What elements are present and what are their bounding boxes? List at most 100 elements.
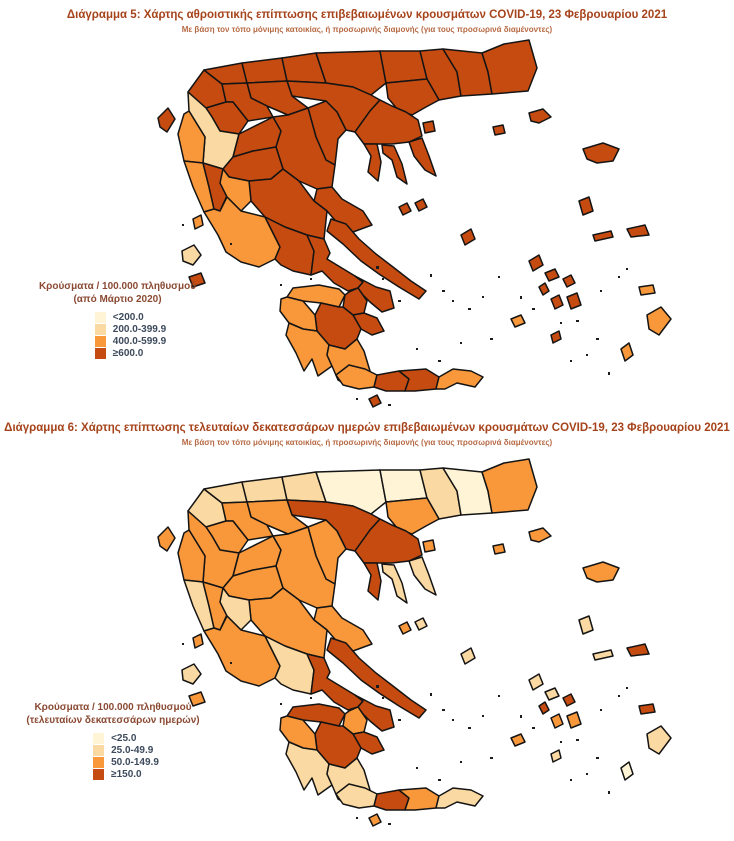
legend-swatch — [94, 324, 106, 335]
region-zakynthos — [188, 691, 206, 707]
region-tinos — [544, 268, 560, 282]
legend-label: 400.0-599.9 — [112, 336, 167, 347]
region-samothrace — [492, 124, 506, 136]
region-sithonia — [381, 144, 408, 185]
region-samos — [626, 643, 650, 657]
legend-item: 50.0-149.9 — [93, 757, 159, 768]
region-lefkada — [192, 633, 204, 649]
region-sporades_a — [398, 621, 412, 635]
region-kefalonia — [181, 663, 202, 685]
region-thasos — [422, 539, 436, 553]
region-athos — [408, 137, 437, 177]
region-chios — [578, 196, 594, 216]
region-heraklion — [398, 787, 440, 811]
region-santorini — [550, 749, 562, 763]
region-chios — [578, 615, 594, 635]
region-karpathos — [620, 342, 634, 362]
legend-item: <25.0 — [93, 733, 159, 744]
region-skyros — [460, 228, 476, 246]
legend-swatch — [93, 733, 105, 744]
legend-title: Κρούσματα / 100.000 πληθυσμού (τελευταίω… — [8, 701, 218, 727]
region-milos — [510, 314, 526, 328]
legend-swatch — [94, 336, 106, 347]
region-samos — [626, 224, 650, 238]
legend-item: 400.0-599.9 — [94, 336, 167, 347]
region-kos — [638, 703, 656, 715]
legend-title-line1: Κρούσματα / 100.000 πληθυσμού — [38, 281, 197, 292]
region-limnos — [528, 108, 552, 124]
region-sporades_a — [398, 202, 412, 216]
region-euboea — [326, 218, 427, 300]
region-milos — [510, 733, 526, 747]
region-attica — [354, 694, 395, 732]
region-naxos — [566, 292, 582, 310]
figure-title: Διάγραμμα 6: Χάρτης επίπτωσης τελευταίων… — [4, 422, 730, 434]
region-phthiotis — [248, 587, 328, 659]
region-evrytania — [219, 587, 252, 631]
region-evrytania — [219, 168, 252, 212]
region-athos — [408, 556, 437, 596]
legend-swatch — [93, 745, 105, 756]
region-skyros — [460, 647, 476, 665]
region-evros — [481, 458, 538, 514]
legend-title-line2: (από Μάρτιο 2020) — [73, 294, 162, 305]
region-thasos — [422, 120, 436, 134]
region-attica — [354, 275, 395, 313]
region-mykonos — [562, 274, 576, 288]
region-andros — [528, 673, 544, 691]
region-santorini — [550, 330, 562, 344]
region-kassandra — [363, 562, 382, 601]
region-mykonos — [562, 693, 576, 707]
region-rhodes — [646, 725, 672, 755]
region-karpathos — [620, 761, 634, 781]
figure-subtitle: Με βάση τον τόπο μόνιμης κατοικίας, ή πρ… — [181, 438, 553, 447]
legend-swatch — [94, 312, 106, 323]
region-phocis — [264, 635, 315, 695]
region-evros — [481, 39, 538, 95]
region-corfu — [157, 107, 176, 133]
legend-swatch — [93, 757, 105, 768]
greece-map-14day — [157, 458, 672, 827]
legend-item: <200.0 — [94, 312, 166, 323]
legend-item: 25.0-49.9 — [93, 745, 159, 756]
region-phthiotis — [248, 168, 328, 240]
region-lesbos — [582, 561, 620, 583]
region-rhodes — [646, 306, 672, 336]
region-sithonia — [381, 563, 408, 604]
legend-label: 25.0-49.9 — [111, 745, 154, 756]
legend-item: 200.0-399.9 — [94, 324, 166, 335]
region-paros — [550, 713, 564, 729]
figure-subtitle: Με βάση τον τόπο μόνιμης κατοικίας, ή πρ… — [181, 25, 553, 34]
region-drama — [379, 469, 428, 503]
region-kythira — [368, 394, 382, 408]
legend-item: ≥150.0 — [93, 769, 159, 780]
legend-label: <25.0 — [111, 733, 137, 744]
region-sporades_b — [414, 198, 428, 212]
region-limnos — [528, 527, 552, 543]
region-corfu — [157, 526, 176, 552]
region-kavala — [385, 78, 440, 116]
figure-cumulative-incidence-map: Διάγραμμα 5: Χάρτης αθροιστικής επίπτωση… — [0, 0, 734, 413]
region-syros — [538, 701, 550, 715]
region-naxos — [566, 711, 582, 729]
legend-items: <25.0 25.0-49.9 50.0-149.9 ≥150.0 — [93, 732, 159, 781]
region-syros — [538, 282, 550, 296]
legend-swatch — [94, 348, 106, 359]
legend-label: ≥150.0 — [111, 769, 142, 780]
region-tinos — [544, 687, 560, 701]
region-drama — [379, 50, 428, 84]
region-samothrace — [492, 543, 506, 555]
legend-items: <200.0 200.0-399.9 400.0-599.9 ≥600.0 — [94, 311, 167, 360]
region-kavala — [385, 497, 440, 535]
figure-title: Διάγραμμα 5: Χάρτης αθροιστικής επίπτωση… — [66, 9, 668, 21]
legend-14day: Κρούσματα / 100.000 πληθυσμού (τελευταίω… — [8, 701, 218, 785]
region-ikaria — [592, 649, 614, 661]
region-kos — [638, 284, 656, 296]
legend-title-line2: (τελευταίων δεκατεσσάρων ημερών) — [26, 715, 200, 726]
region-pella — [241, 57, 288, 84]
legend-item: ≥600.0 — [94, 348, 166, 359]
region-lasithi — [435, 368, 484, 390]
region-paros — [550, 294, 564, 310]
legend-title: Κρούσματα / 100.000 πληθυσμού (από Μάρτι… — [20, 280, 215, 306]
region-messinia — [285, 322, 333, 377]
